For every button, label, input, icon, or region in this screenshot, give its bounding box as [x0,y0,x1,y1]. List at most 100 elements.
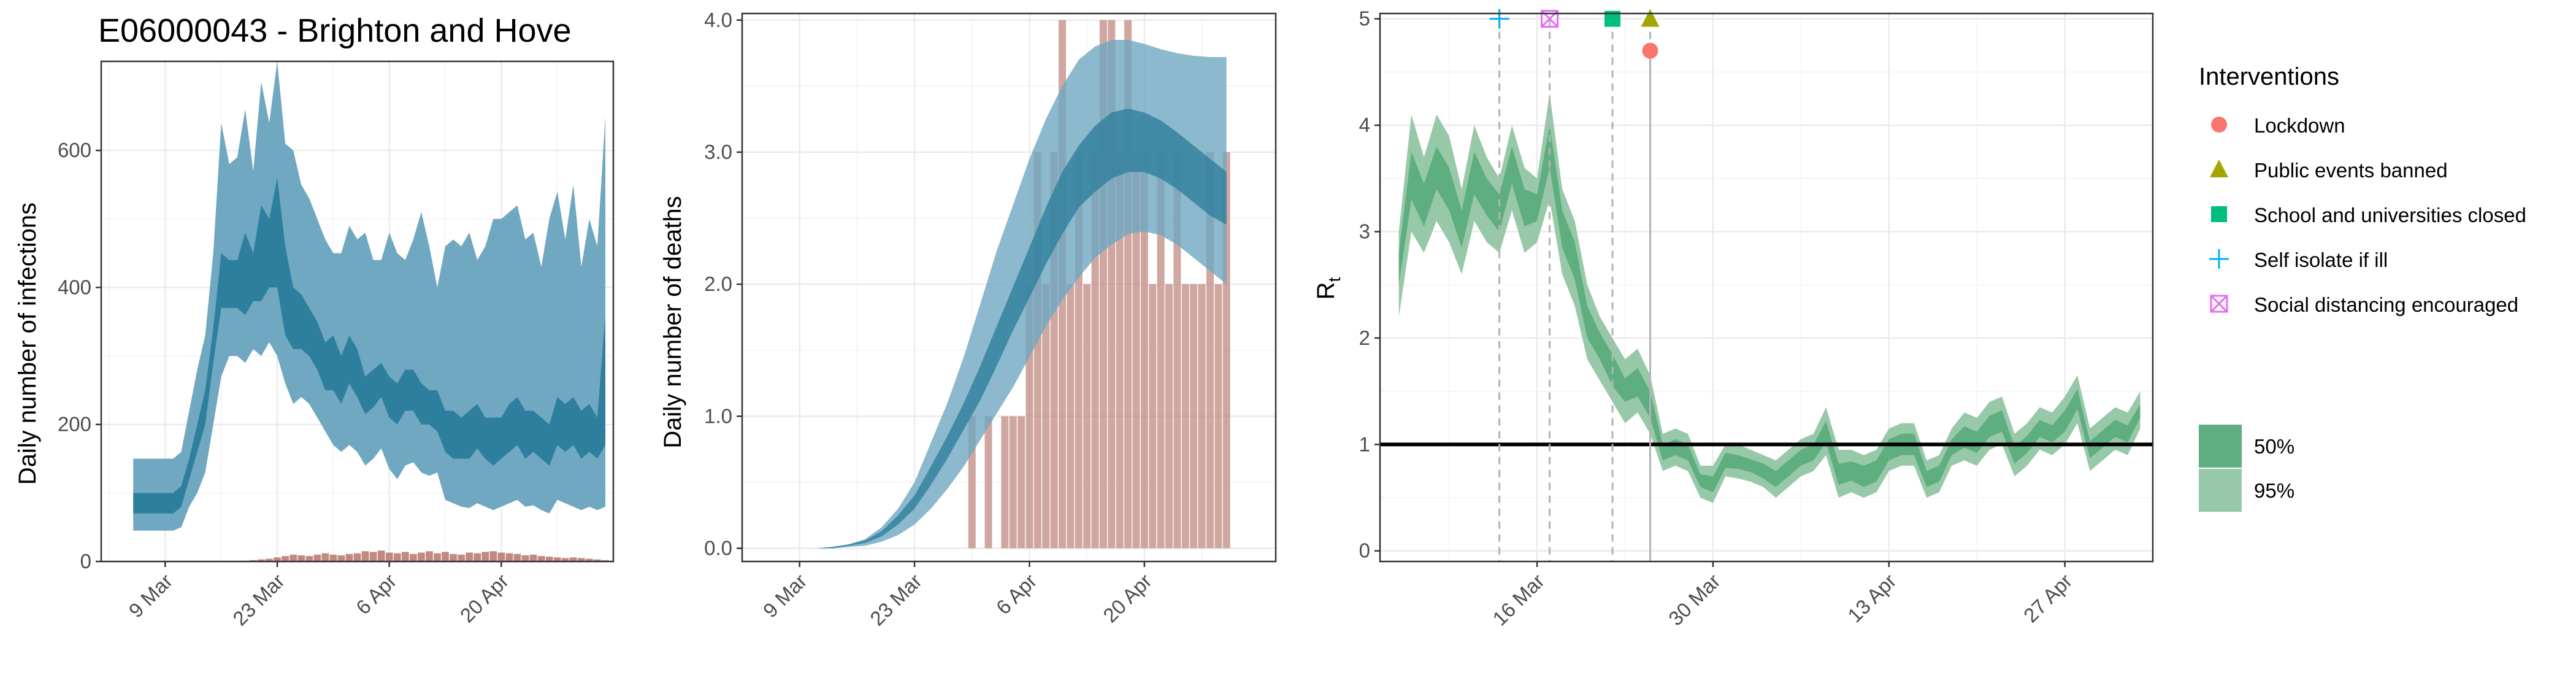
panel-border [100,60,615,563]
bar [1018,416,1025,549]
bar [481,552,489,561]
bar [337,555,345,561]
y-axis-title-rt-main: R [1313,282,1340,299]
x-tick-label: 16 Mar [1488,569,1549,630]
bar [1214,284,1222,549]
y-axis-title-rt: Rt [1313,277,1344,299]
bar [1157,152,1165,549]
bar [282,556,289,561]
bar [258,559,265,561]
bar [458,554,465,561]
x-tick-label: 20 Apr [456,569,513,627]
y-tick-label: 0 [1359,539,1370,562]
x-tick-label: 9 Mar [759,569,811,622]
bar [497,552,505,561]
y-tick-label: 5 [1359,7,1370,30]
bar [545,557,553,561]
bar [1198,284,1206,549]
series-band-50 [816,108,1227,549]
bar [984,416,992,549]
legend-marker [2211,117,2227,133]
panel-border [1379,12,2154,563]
y-tick-label: 600 [58,139,91,161]
bar [1083,284,1091,549]
legend-marker [2211,206,2227,222]
x-tick-label: 6 Apr [992,569,1041,619]
bar [418,552,425,561]
bar [329,554,337,561]
series-band-50 [1398,125,2141,493]
bar [450,554,457,561]
y-tick-label: 0 [80,550,91,573]
y-tick-label: 2 [1359,326,1370,349]
legend-marker [2210,160,2228,177]
legend-label: Social distancing encouraged [2254,293,2518,316]
bar [585,558,593,561]
intervention-marker [1541,10,1559,28]
bar [569,557,577,561]
legend-band-swatch [2199,469,2242,512]
y-tick-label: 0.0 [704,536,732,559]
bar [345,554,353,561]
bar [1190,284,1198,549]
bar [513,554,521,561]
bar [321,553,329,561]
bar [1165,284,1173,549]
y-tick-label: 4.0 [704,9,732,31]
bar [426,551,433,561]
x-tick-label: 23 Mar [228,569,289,630]
y-tick-label: 200 [58,413,91,436]
x-tick-label: 9 Mar [125,569,177,622]
intervention-marker [1642,42,1658,59]
legend-band-label: 95% [2254,479,2294,502]
legend-band-swatch [2199,425,2242,468]
bar [393,553,401,561]
chart-title: E06000043 - Brighton and Hove [98,12,572,49]
bar [1067,284,1075,549]
x-tick-label: 13 Apr [1843,569,1901,627]
bar [305,556,313,561]
bar [1009,416,1017,549]
x-tick-label: 30 Mar [1664,569,1725,630]
bar [353,553,361,561]
bar [537,556,545,561]
bar [377,550,385,561]
bar [313,554,321,561]
bar [1116,152,1124,549]
bar [466,552,473,561]
y-tick-label: 2.0 [704,272,732,295]
bar [561,558,569,561]
series-band-50 [133,177,605,514]
bar [401,552,409,561]
bar [577,558,585,561]
bar [473,553,481,561]
bar [369,552,377,561]
intervention-marker [1641,9,1660,27]
bar [553,557,561,561]
bar [274,557,281,561]
bar [434,553,441,561]
bar [385,552,393,561]
y-axis-title-infections: Daily number of infections [14,203,41,485]
y-tick-label: 400 [58,276,91,298]
x-tick-label: 23 Mar [865,569,926,630]
bar [266,558,273,561]
series-band-95 [133,61,605,531]
legend-label: Lockdown [2254,114,2345,137]
legend-label: Public events banned [2254,159,2448,182]
bar [594,559,601,561]
panel-infections: E06000043 - Brighton and Hove Daily numb… [14,12,615,630]
y-tick-label: 3 [1359,220,1370,242]
bar [361,551,369,561]
x-tick-label: 27 Apr [2019,569,2077,627]
bar [1132,152,1140,549]
panel-rt: Rt 0 1 2 3 4 5 16 Mar 30 Mar 13 Apr 27 Apr [1313,7,2154,630]
y-tick-label: 1 [1359,433,1370,455]
legend-band-label: 50% [2254,435,2294,458]
series-band-95 [1398,93,2141,503]
bar [529,554,537,561]
bar [1173,152,1181,549]
x-tick-label: 20 Apr [1098,569,1156,627]
bar [289,554,297,561]
bar [521,555,529,561]
